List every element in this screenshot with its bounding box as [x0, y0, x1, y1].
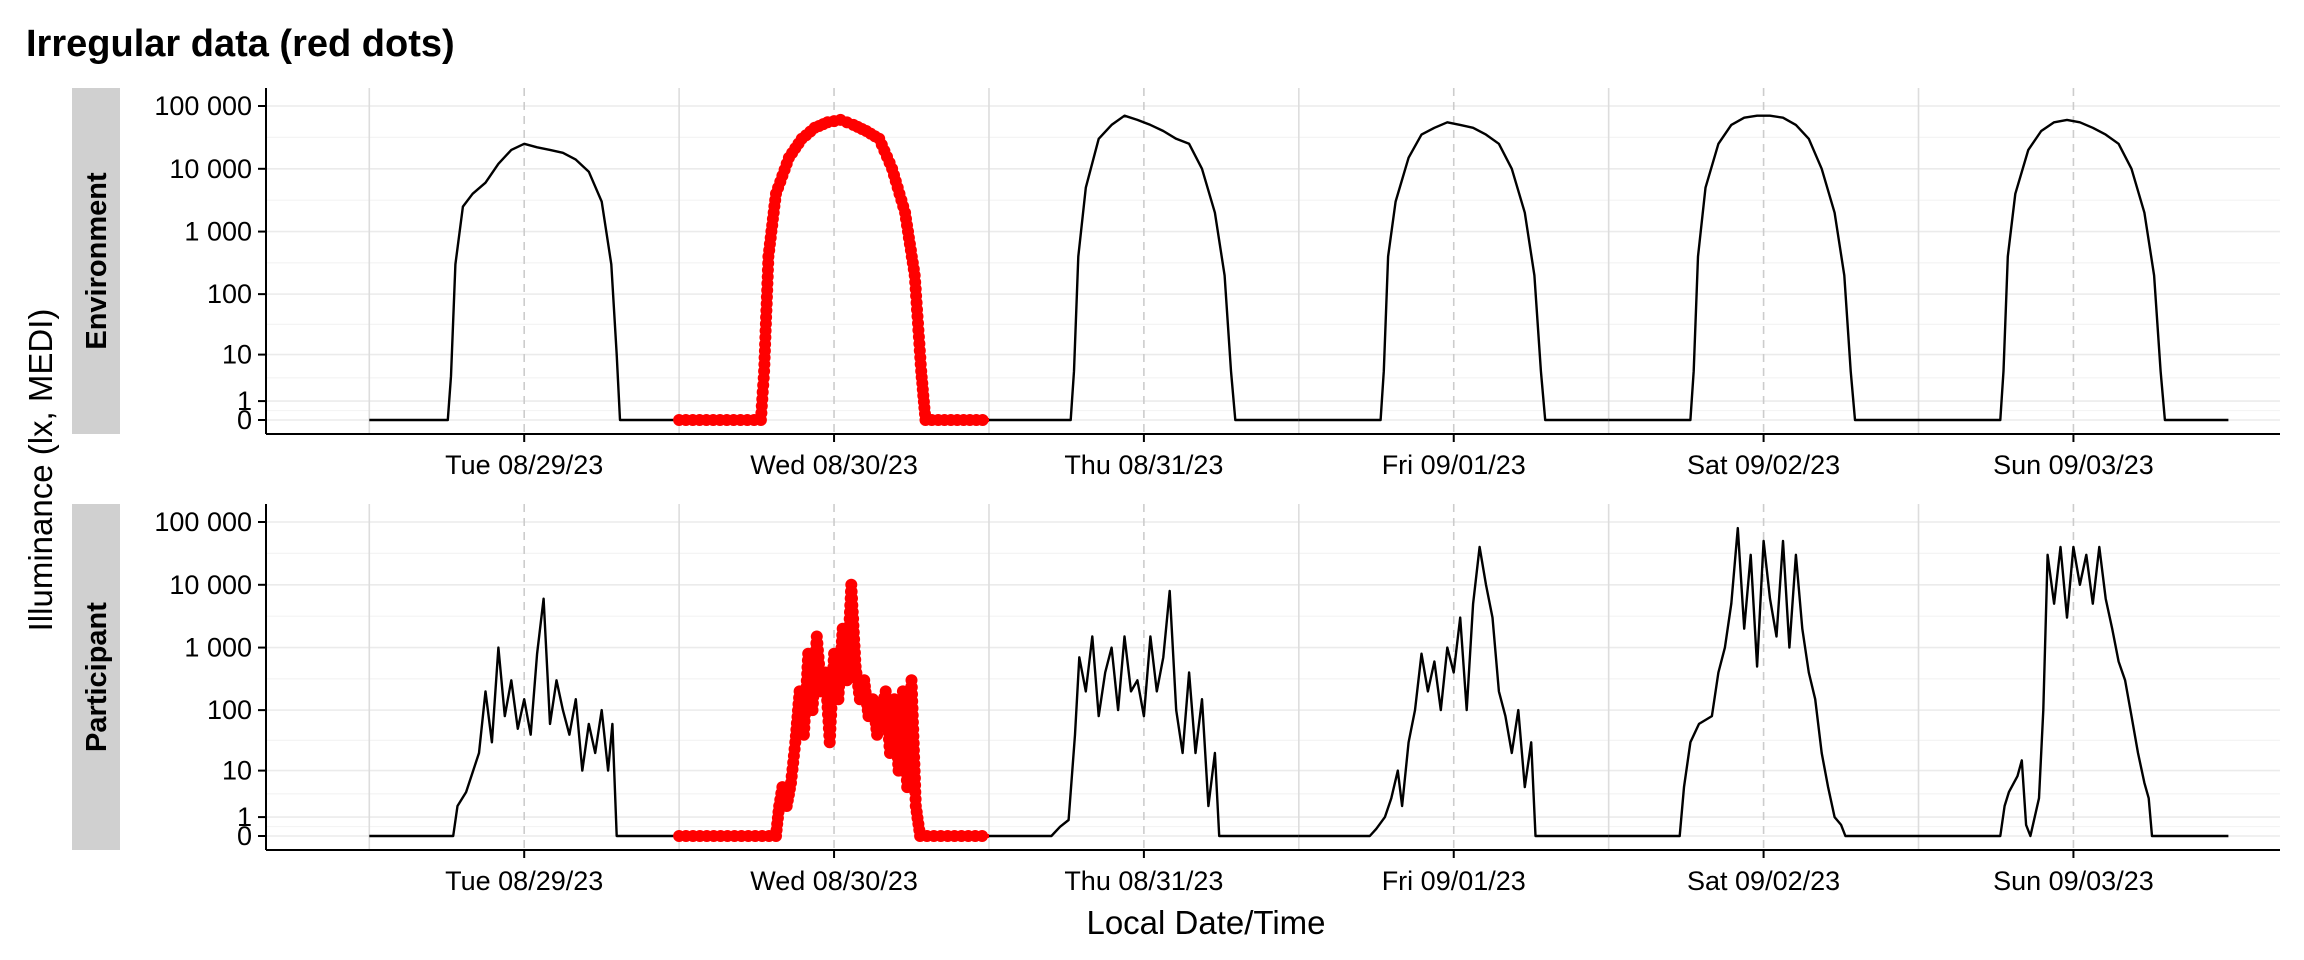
strip-label: Participant [81, 602, 113, 752]
x-tick-label: Sat 09/02/23 [1687, 866, 1840, 896]
y-tick-label: 1 [237, 802, 252, 832]
series-line-2023-08-31 [989, 589, 1299, 838]
y-tick-label: 1 [237, 386, 252, 416]
series-line-2023-09-02 [1608, 114, 1919, 422]
strip-background [72, 504, 120, 850]
series-line-2023-09-03 [1918, 545, 2229, 838]
chart-title: Irregular data (red dots) [26, 23, 455, 65]
x-tick-label: Wed 08/30/23 [750, 866, 918, 896]
y-axis-title: Illuminance (lx, MEDI) [22, 309, 59, 632]
y-tick-label: 10 000 [169, 154, 252, 184]
x-tick-label: Wed 08/30/23 [750, 450, 918, 480]
panel-participant: Participant 01 10 100 1 000 10 000 100 000 Tue … [72, 504, 2280, 896]
panel-environment: Environment 01 10 100 1 000 10 000 100 000 Tue … [72, 88, 2280, 480]
series-line-2023-09-01 [1298, 121, 1609, 422]
x-tick-label: Thu 08/31/23 [1064, 866, 1223, 896]
irregular-point [976, 414, 989, 426]
y-tick-label: 10 000 [169, 570, 252, 600]
x-tick-label: Fri 09/01/23 [1382, 866, 1526, 896]
series-line-2023-08-29 [369, 142, 680, 422]
x-tick-label: Thu 08/31/23 [1064, 450, 1223, 480]
irregular-points-2023-08-30 [673, 578, 989, 842]
y-tick-label: 0 [237, 405, 252, 435]
irregular-points-2023-08-30 [673, 113, 989, 426]
grid [266, 88, 2280, 434]
x-tick-label: Tue 08/29/23 [445, 866, 603, 896]
series-line-2023-08-29 [369, 597, 680, 838]
strip-label: Environment [81, 172, 113, 350]
x-tick-label: Tue 08/29/23 [445, 450, 603, 480]
irregular-point [976, 830, 989, 842]
series-line-2023-09-02 [1608, 526, 1919, 838]
x-tick-label: Sat 09/02/23 [1687, 450, 1840, 480]
x-tick-label: Sun 09/03/23 [1993, 450, 2154, 480]
y-tick-label: 100 [207, 695, 252, 725]
y-tick-label: 1 000 [184, 217, 252, 247]
grid [266, 504, 2280, 850]
x-axis-title: Local Date/Time [1086, 904, 1325, 941]
y-tick-label: 100 [207, 279, 252, 309]
x-tick-label: Sun 09/03/23 [1993, 866, 2154, 896]
y-tick-label: 1 000 [184, 633, 252, 663]
series-line-2023-09-03 [1918, 118, 2229, 422]
series-line-2023-09-01 [1298, 545, 1609, 838]
y-tick-label: 10 [222, 756, 252, 786]
x-tick-label: Fri 09/01/23 [1382, 450, 1526, 480]
y-tick-label: 0 [237, 821, 252, 851]
y-tick-label: 100 000 [154, 91, 252, 121]
y-tick-label: 100 000 [154, 507, 252, 537]
y-tick-label: 10 [222, 340, 252, 370]
strip-background [72, 88, 120, 434]
series-line-2023-08-31 [989, 114, 1299, 422]
